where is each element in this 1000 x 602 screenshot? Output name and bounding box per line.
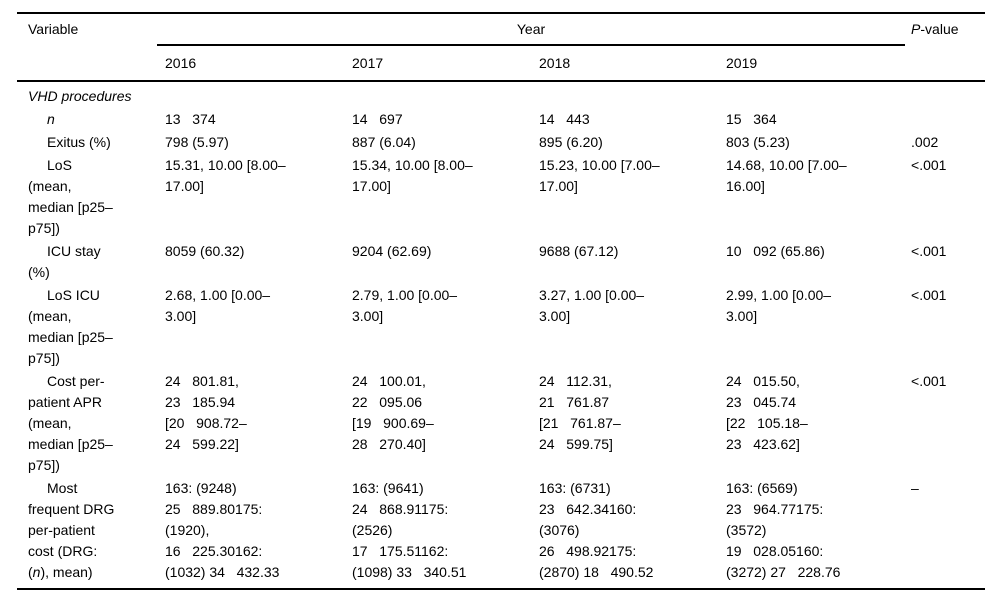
cell-pvalue: – [911, 480, 919, 496]
row-label-part: ), mean) [40, 564, 93, 580]
header-row-groups: Variable Year P-value [17, 13, 986, 82]
column-header-2016: 2016 [157, 45, 344, 82]
cell-2019: 803 (5.23) [726, 134, 790, 150]
cell-2017: 163: (9641) 24 868.91175: (2526) 17 175.… [352, 480, 467, 580]
section-row: VHD procedures [17, 81, 985, 107]
row-label: Cost per- patient APR (mean, median [p25… [28, 373, 113, 473]
cell-2019: 15 364 [726, 111, 777, 127]
cell-2017: 887 (6.04) [352, 134, 416, 150]
header-row-years: 2016 2017 2018 2019 [17, 45, 985, 82]
cell-2016: 163: (9248) 25 889.80175: (1920), 16 225… [165, 480, 280, 580]
column-header-variable: Variable [17, 13, 157, 82]
cell-2018: 895 (6.20) [539, 134, 603, 150]
table-row-cost-apr: Cost per- patient APR (mean, median [p25… [17, 369, 985, 476]
table-row-n: n 13 374 14 697 14 443 15 364 [17, 107, 985, 130]
cell-2018: 163: (6731) 23 642.34160: (3076) 26 498.… [539, 480, 654, 580]
column-group-year: Year [157, 13, 906, 46]
row-label: n [47, 111, 55, 127]
row-label: LoS ICU (mean, median [p25– p75]) [28, 287, 113, 366]
column-header-pvalue: P-value [905, 13, 986, 82]
cell-2016: 15.31, 10.00 [8.00– 17.00] [165, 157, 286, 194]
cell-pvalue [905, 107, 985, 130]
cell-2019: 24 015.50, 23 045.74 [22 105.18– 23 423.… [726, 373, 808, 452]
column-header-2019: 2019 [718, 45, 906, 82]
cell-2017: 15.34, 10.00 [8.00– 17.00] [352, 157, 473, 194]
section-label-vhd-procedures: VHD procedures [28, 88, 132, 104]
cell-pvalue: .002 [911, 134, 939, 150]
cell-pvalue: <.001 [911, 157, 947, 173]
column-header-2018: 2018 [531, 45, 718, 82]
table-row-exitus: Exitus (%) 798 (5.97) 887 (6.04) 895 (6.… [17, 130, 985, 153]
table-row-drg-cost: Most frequent DRG per-patient cost (DRG:… [17, 476, 985, 589]
cell-2018: 9688 (67.12) [539, 243, 619, 259]
cell-2016: 13 374 [165, 111, 216, 127]
cell-2018: 15.23, 10.00 [7.00– 17.00] [539, 157, 660, 194]
cell-2017: 14 697 [352, 111, 403, 127]
cell-2018: 3.27, 1.00 [0.00– 3.00] [539, 287, 645, 324]
cell-2016: 798 (5.97) [165, 134, 229, 150]
cell-pvalue: <.001 [911, 287, 947, 303]
row-label-part: Most frequent DRG per-patient cost (DRG:… [28, 480, 115, 580]
cell-pvalue: <.001 [911, 243, 947, 259]
statistics-table: Variable Year P-value 2016 2017 2018 201… [17, 12, 986, 590]
cell-2018: 14 443 [539, 111, 590, 127]
row-label: ICU stay (%) [28, 243, 101, 280]
cell-pvalue: <.001 [911, 373, 947, 389]
pvalue-header-suffix: -value [920, 21, 959, 37]
cell-2018: 24 112.31, 21 761.87 [21 761.87– 24 599.… [539, 373, 621, 452]
table-body: VHD procedures n 13 374 14 697 14 443 15… [17, 81, 985, 589]
table-header: Variable Year P-value 2016 2017 2018 201… [17, 13, 986, 82]
row-label-italic-n: n [32, 564, 41, 580]
cell-2017: 24 100.01, 22 095.06 [19 900.69– 28 270.… [352, 373, 434, 452]
cell-2019: 163: (6569) 23 964.77175: (3572) 19 028.… [726, 480, 841, 580]
column-header-2017: 2017 [344, 45, 531, 82]
cell-2019: 14.68, 10.00 [7.00– 16.00] [726, 157, 847, 194]
pvalue-header-italic-p: P [911, 21, 921, 37]
cell-2016: 2.68, 1.00 [0.00– 3.00] [165, 287, 271, 324]
cell-2017: 2.79, 1.00 [0.00– 3.00] [352, 287, 458, 324]
row-label: LoS (mean, median [p25– p75]) [28, 157, 113, 236]
cell-2016: 24 801.81, 23 185.94 [20 908.72– 24 599.… [165, 373, 247, 452]
cell-2016: 8059 (60.32) [165, 243, 245, 259]
row-label: Exitus (%) [47, 134, 111, 150]
table-row-icu-stay: ICU stay (%) 8059 (60.32) 9204 (62.69) 9… [17, 239, 985, 283]
cell-2019: 10 092 (65.86) [726, 243, 825, 259]
cell-2019: 2.99, 1.00 [0.00– 3.00] [726, 287, 832, 324]
row-label: Most frequent DRG per-patient cost (DRG:… [17, 476, 157, 589]
table-row-los-icu: LoS ICU (mean, median [p25– p75]) 2.68, … [17, 283, 985, 369]
cell-2017: 9204 (62.69) [352, 243, 432, 259]
table-row-los: LoS (mean, median [p25– p75]) 15.31, 10.… [17, 153, 985, 239]
